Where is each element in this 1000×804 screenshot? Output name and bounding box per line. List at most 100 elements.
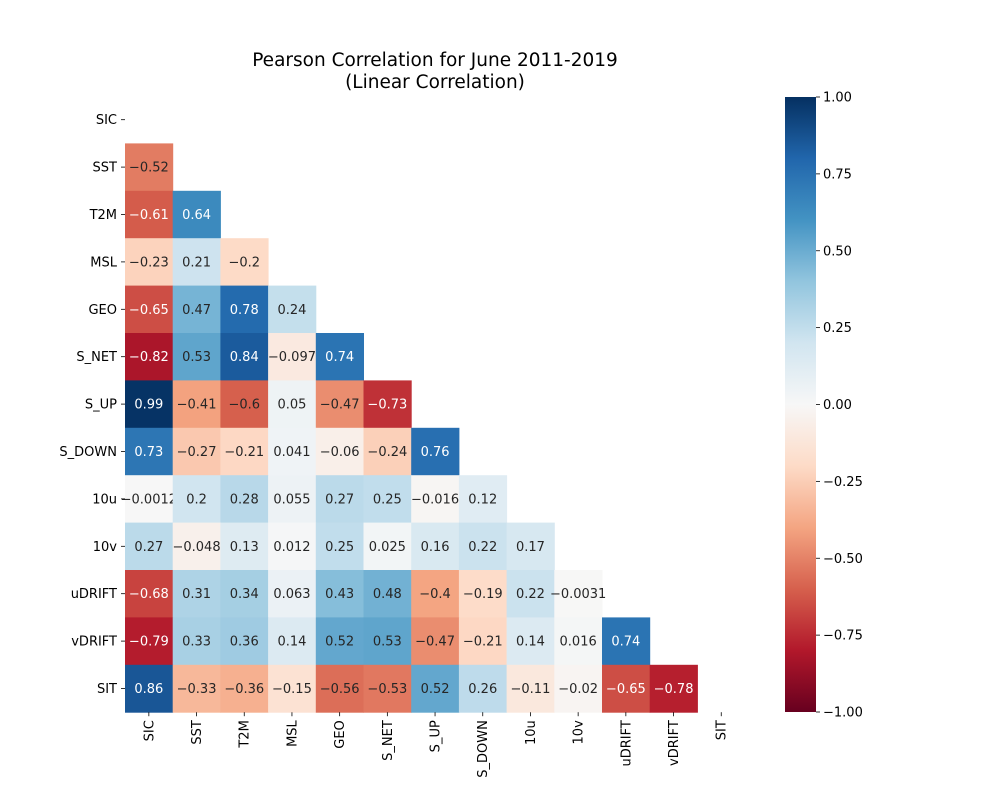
heatmap-cell-label: −0.65 — [129, 303, 169, 318]
heatmap-cell-label: −0.4 — [419, 587, 451, 602]
heatmap-cell-label: −0.19 — [463, 587, 503, 602]
heatmap-cell-label: −0.73 — [367, 398, 407, 413]
heatmap-cell-label: 0.86 — [134, 682, 163, 697]
x-tick-label: 10v — [572, 720, 587, 745]
heatmap-cell-label: 0.012 — [273, 540, 310, 555]
heatmap-cell — [363, 617, 412, 666]
heatmap-cell — [315, 380, 364, 429]
heatmap-cell-label: 0.05 — [277, 398, 306, 413]
heatmap-cell — [554, 617, 603, 666]
heatmap-cell — [268, 522, 317, 571]
heatmap-cell — [649, 664, 698, 713]
heatmap-cell — [172, 664, 221, 713]
y-tick-label: SST — [93, 161, 118, 176]
heatmap-cell-label: 0.041 — [273, 445, 310, 460]
heatmap-cell — [125, 664, 174, 713]
heatmap-cell — [363, 664, 412, 713]
heatmap-cell — [315, 333, 364, 381]
heatmap-cell — [125, 475, 174, 524]
y-tick-label: S_UP — [85, 398, 117, 413]
y-axis-tick-labels: SIC SST T2M MSL GEO S_NET S_UP S_DOWN 10u 10v uDRI… — [59, 113, 125, 697]
heatmap-cell-label: 0.53 — [182, 350, 211, 365]
heatmap-cell-label: 0.14 — [277, 635, 306, 650]
heatmap-cell-label: −0.47 — [320, 398, 360, 413]
heatmap-cell — [602, 617, 651, 666]
y-tick-label: SIT — [97, 682, 117, 697]
heatmap-cell-label: 0.74 — [325, 350, 354, 365]
heatmap-cell-label: 0.53 — [373, 635, 402, 650]
heatmap-cell-label: −0.56 — [320, 682, 360, 697]
heatmap-cell — [554, 664, 603, 713]
colorbar-tick-label: −0.75 — [823, 629, 863, 644]
chart-title: Pearson Correlation for June 2011-2019 — [252, 50, 618, 71]
y-tick-label: SIC — [96, 113, 117, 128]
y-tick-label: GEO — [88, 303, 117, 318]
colorbar: 1.00 0.75 0.50 0.25 0.00 −0.25 −0.50 −0.75 −1.00 — [785, 91, 863, 721]
heatmap-cell-label: 0.14 — [516, 635, 545, 650]
colorbar-tick-label: −0.25 — [823, 475, 863, 490]
colorbar-tick-label: 0.50 — [823, 244, 852, 259]
heatmap-cell — [268, 333, 317, 381]
heatmap-cell — [411, 617, 460, 666]
heatmap-cell — [458, 522, 508, 571]
heatmap-cell-label: 0.25 — [325, 540, 354, 555]
heatmap-cell — [220, 285, 269, 334]
heatmap-cell — [172, 570, 221, 618]
heatmap-cell-label: −0.78 — [654, 682, 694, 697]
heatmap-cell-label: 0.13 — [230, 540, 259, 555]
heatmap-cell-label: 0.21 — [182, 255, 211, 270]
heatmap-cell-label: 0.74 — [611, 635, 640, 650]
heatmap-cell — [172, 380, 221, 429]
heatmap-cell — [125, 427, 174, 476]
heatmap-cell — [411, 427, 460, 476]
heatmap-cell-label: 0.73 — [134, 445, 163, 460]
heatmap-cell-label: −0.65 — [606, 682, 646, 697]
y-tick-label: uDRIFT — [71, 587, 117, 602]
heatmap-cell — [220, 238, 269, 287]
heatmap-cell — [411, 522, 460, 571]
x-tick-label: MSL — [285, 719, 300, 746]
x-tick-label: SST — [190, 720, 205, 745]
x-tick-label: SIC — [142, 720, 157, 741]
heatmap-cell — [172, 285, 221, 334]
y-tick-label: S_NET — [76, 350, 117, 365]
heatmap-cell-label: 0.64 — [182, 208, 211, 223]
x-tick-label: uDRIFT — [619, 720, 634, 766]
heatmap-cell — [125, 570, 174, 618]
heatmap-cell-label: 0.52 — [325, 635, 354, 650]
heatmap-cell-label: 0.063 — [273, 587, 310, 602]
heatmap-cell — [125, 285, 174, 334]
heatmap-cell-label: 0.016 — [560, 635, 597, 650]
heatmap-cell-label: 0.25 — [373, 492, 402, 507]
x-tick-label: S_NET — [381, 720, 396, 761]
heatmap-cell-label: −0.2 — [228, 255, 260, 270]
heatmap-cell — [172, 427, 221, 476]
heatmap-cell — [220, 333, 269, 381]
heatmap-cells: −0.52 −0.61 0.64 −0.23 0.21 −0.2 −0.65 0.47 0.78… — [121, 143, 698, 713]
heatmap-cell-label: −0.79 — [129, 635, 169, 650]
heatmap-cell — [125, 380, 174, 429]
heatmap-cell — [268, 475, 317, 524]
heatmap-cell — [220, 570, 269, 618]
heatmap-cell — [602, 664, 651, 713]
heatmap-cell-label: 0.36 — [230, 635, 259, 650]
heatmap-cell — [315, 664, 364, 713]
heatmap-cell-label: −0.23 — [129, 255, 169, 270]
x-tick-label: vDRIFT — [667, 720, 682, 766]
heatmap-cell-label: −0.02 — [558, 682, 598, 697]
heatmap-cell — [220, 664, 269, 713]
heatmap-cell-label: −0.82 — [129, 350, 169, 365]
colorbar-tick-label: −0.50 — [823, 552, 863, 567]
y-tick-label: S_DOWN — [59, 445, 117, 460]
heatmap-cell — [363, 427, 412, 476]
colorbar-tick-label: 0.25 — [823, 321, 852, 336]
heatmap-cell-label: 0.12 — [468, 492, 497, 507]
heatmap-cell-label: 0.33 — [182, 635, 211, 650]
heatmap-cell — [172, 190, 221, 239]
heatmap-cell — [172, 475, 221, 524]
heatmap-cell-label: 0.43 — [325, 587, 354, 602]
heatmap-cell — [506, 617, 555, 666]
heatmap-cell — [268, 285, 317, 334]
heatmap-cell-label: −0.68 — [129, 587, 169, 602]
